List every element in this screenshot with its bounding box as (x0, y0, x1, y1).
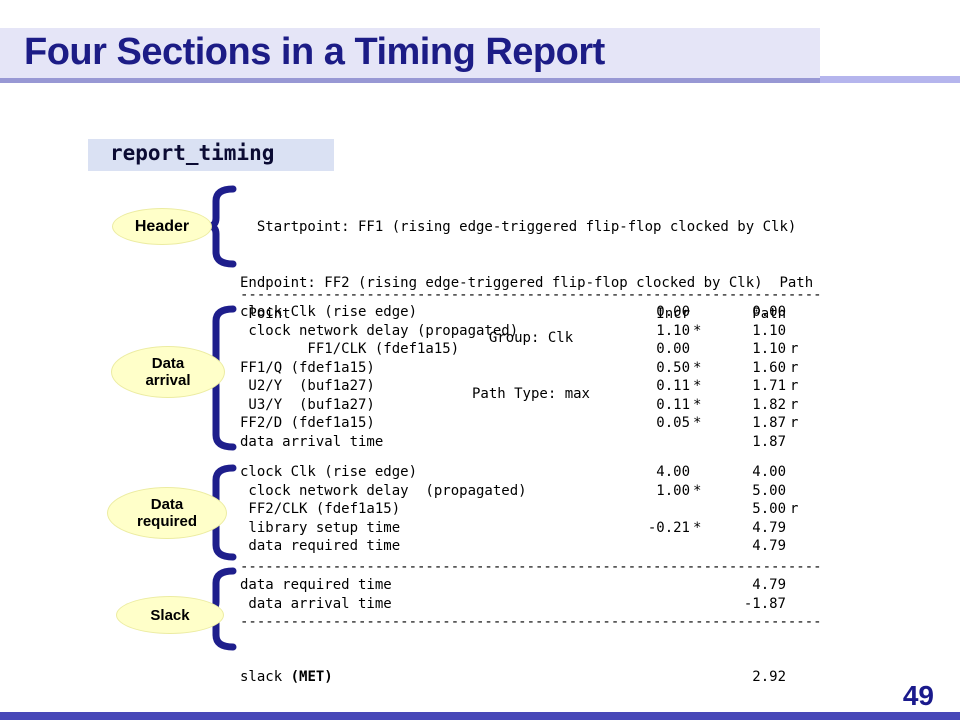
report-timing-chip: report_timing (88, 139, 334, 171)
report-row: U2/Y (buf1a27) 0.11 * 1.71 r (240, 378, 799, 394)
report-row: FF1/CLK (fdef1a15) 0.00 1.10 r (240, 341, 799, 357)
report-row: FF2/CLK (fdef1a15) 5.00 r (240, 501, 799, 517)
report-header-block: Startpoint: FF1 (rising edge-triggered f… (240, 181, 822, 422)
slack-value: 2.92 (752, 669, 786, 685)
title-underline-left (0, 78, 820, 83)
divider-line: ----------------------------------------… (240, 559, 822, 575)
header-brace-icon (205, 185, 237, 268)
report-row: data arrival time -1.87 (240, 595, 786, 612)
report-row: FF1/Q (fdef1a15) 0.50 * 1.60 r (240, 359, 799, 376)
section-label-data-required: Data required (107, 487, 227, 539)
report-header-line: Path Type: max (471, 385, 590, 402)
title-underline-right (820, 76, 960, 83)
column-point: Point (240, 306, 291, 322)
title-bar (0, 28, 820, 78)
report-header-line: Endpoint: FF2 (rising edge-triggered fli… (240, 274, 814, 291)
report-row: clock network delay (propagated) 1.10 * 1.1… (240, 322, 786, 339)
report-header-line: Startpoint: FF1 (rising edge-triggered f… (240, 219, 797, 235)
column-incr: Incr (656, 306, 690, 322)
slack-label: slack (MET) (240, 669, 333, 685)
report-header-line: Group: Clk (488, 330, 574, 346)
report-row: clock Clk (rise edge) 0.00 0.00 (240, 304, 786, 320)
section-label-slack: Slack (116, 596, 224, 634)
column-path: Path (752, 306, 786, 322)
bottom-bar (0, 712, 960, 720)
divider-line: ----------------------------------------… (240, 614, 822, 630)
data-arrival-section: clock Clk (rise edge) 0.00 0.00 clock netw… (240, 303, 822, 451)
report-row: FF2/D (fdef1a15) 0.05 * 1.87 r (240, 415, 799, 431)
report-column-header: Point Incr Path (240, 268, 822, 342)
report-row: clock network delay (propagated) 1.00 * 5.0… (240, 482, 786, 499)
section-label-header: Header (112, 208, 212, 245)
report-row: clock Clk (rise edge) 4.00 4.00 (240, 464, 786, 480)
report-row: data required time 4.79 (240, 538, 786, 554)
report-row: library setup time -0.21 * 4.79 (240, 519, 786, 536)
slack-met-flag: (MET) (290, 669, 333, 685)
slack-section: data required time 4.79 data arrival time… (240, 576, 822, 613)
slack-final-row: slack (MET) 2.92 (240, 631, 822, 705)
report-row: data arrival time 1.87 (240, 433, 786, 450)
data-required-section: clock Clk (rise edge) 4.00 4.00 clock netw… (240, 463, 822, 556)
report-row: data required time 4.79 (240, 577, 786, 593)
divider-line: ----------------------------------------… (240, 287, 822, 303)
page-number: 49 (902, 680, 934, 711)
report-row: U3/Y (buf1a27) 0.11 * 1.82 r (240, 396, 799, 413)
slide-title: Four Sections in a Timing Report (24, 31, 605, 73)
column-header-row: Point Incr Path (240, 305, 822, 324)
section-label-data-arrival: Data arrival (111, 346, 225, 398)
report-timing-label: report_timing (110, 141, 275, 165)
